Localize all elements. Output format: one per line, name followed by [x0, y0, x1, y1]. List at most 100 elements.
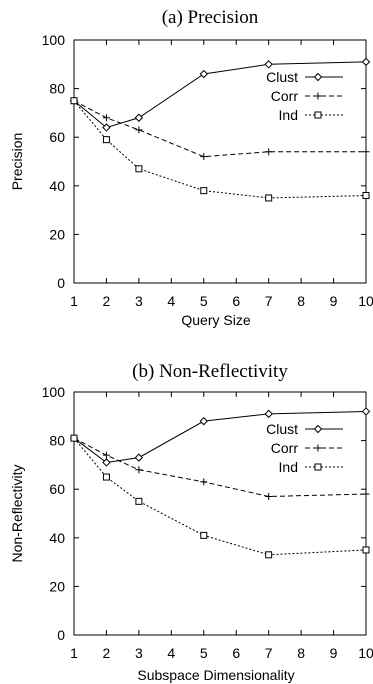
x-axis-label: Query Size	[181, 312, 250, 328]
data-point	[70, 97, 78, 105]
series-corr	[70, 434, 370, 500]
y-tick-label: 80	[49, 433, 65, 449]
data-point	[102, 136, 110, 144]
y-tick-label: 60	[49, 129, 65, 145]
series-clust	[69, 57, 371, 132]
series-ind	[70, 434, 370, 559]
legend-entry-clust: Clust	[266, 69, 343, 85]
x-tick-label: 2	[103, 645, 111, 661]
data-point	[102, 114, 110, 122]
x-tick-label: 1	[70, 645, 78, 661]
x-tick-label: 7	[265, 293, 273, 309]
x-tick-label: 10	[358, 645, 373, 661]
data-point	[200, 478, 208, 486]
data-point	[102, 451, 110, 459]
x-tick-label: 8	[297, 645, 305, 661]
x-tick-label: 8	[297, 293, 305, 309]
series-line	[73, 100, 367, 199]
chart-panel-non-reflectivity: (b) Non-Reflectivity 1 2 3 4 5 6 7 8 9 10 0 20 40 60 80…	[0, 342, 373, 684]
series-line	[73, 437, 367, 556]
data-point	[135, 466, 143, 474]
legend-entry-clust: Clust	[266, 421, 343, 437]
series-clust	[69, 407, 371, 467]
legend-entry-ind: Ind	[279, 107, 343, 123]
y-axis-label: Precision	[9, 133, 25, 191]
series-line	[73, 437, 367, 497]
data-point	[102, 473, 110, 481]
y-tick-label: 80	[49, 81, 65, 97]
x-tick-label: 5	[200, 645, 208, 661]
data-point	[200, 187, 208, 195]
legend-marker	[314, 444, 322, 452]
y-tick-label: 100	[42, 384, 66, 400]
y-tick-label: 40	[49, 530, 65, 546]
data-point	[264, 60, 273, 69]
data-point	[361, 407, 371, 416]
legend-label: Ind	[279, 107, 298, 123]
series-line	[73, 61, 367, 129]
x-tick-label: 7	[265, 645, 273, 661]
legend-marker	[314, 111, 322, 119]
chart-title: (b) Non-Reflectivity	[132, 361, 288, 382]
y-tick-label: 0	[57, 275, 65, 291]
x-tick-label: 6	[232, 645, 240, 661]
legend-label: Clust	[266, 421, 298, 437]
series-line	[73, 100, 366, 158]
y-tick-label: 20	[49, 578, 65, 594]
data-point	[70, 434, 78, 442]
x-axis-label: Subspace Dimensionality	[137, 667, 294, 683]
data-point	[135, 165, 143, 173]
legend-label: Ind	[279, 459, 298, 475]
data-point	[199, 69, 208, 79]
data-point	[135, 497, 143, 505]
x-tick-label: 1	[70, 293, 78, 309]
data-point	[362, 148, 370, 156]
x-tick-label: 2	[103, 293, 111, 309]
data-point	[265, 551, 273, 559]
x-tick-label: 3	[135, 293, 143, 309]
x-tick-label: 5	[200, 293, 208, 309]
x-tick-label: 6	[232, 293, 240, 309]
y-tick-label: 20	[49, 226, 65, 242]
legend-marker	[313, 424, 323, 434]
data-point	[265, 492, 273, 500]
y-axis-label: Non-Reflectivity	[9, 464, 25, 562]
legend-entry-corr: Corr	[271, 440, 343, 456]
data-point	[265, 194, 273, 202]
data-point	[265, 148, 273, 156]
data-point	[135, 126, 143, 134]
legend-marker	[314, 92, 322, 100]
series-corr	[70, 97, 370, 161]
data-point	[362, 546, 370, 554]
legend-label: Corr	[271, 440, 299, 456]
data-point	[264, 409, 273, 419]
data-point	[102, 123, 111, 132]
series-line	[73, 410, 367, 463]
plot-frame	[73, 391, 367, 636]
data-point	[200, 531, 208, 539]
x-tick-label: 4	[167, 293, 175, 309]
legend-marker	[314, 463, 322, 471]
y-tick-label: 100	[42, 32, 66, 48]
legend-label: Clust	[266, 69, 298, 85]
data-point	[361, 57, 371, 67]
plot-frame	[73, 39, 367, 284]
data-point	[102, 458, 111, 467]
data-point	[199, 416, 208, 426]
data-point	[134, 113, 144, 122]
x-tick-label: 3	[135, 645, 143, 661]
series-ind	[70, 97, 370, 202]
data-point	[362, 490, 370, 498]
data-point	[362, 192, 370, 200]
data-point	[200, 153, 208, 161]
x-tick-label: 9	[330, 293, 338, 309]
chart-title: (a) Precision	[162, 7, 259, 28]
data-point	[134, 453, 144, 462]
y-tick-label: 40	[49, 178, 65, 194]
non-reflectivity-chart: (b) Non-Reflectivity 1 2 3 4 5 6 7 8 9 100 20 40 60 80…	[9, 361, 373, 683]
x-tick-label: 9	[330, 645, 338, 661]
x-tick-label: 4	[167, 645, 175, 661]
legend-marker	[313, 72, 323, 82]
y-tick-label: 60	[49, 481, 65, 497]
